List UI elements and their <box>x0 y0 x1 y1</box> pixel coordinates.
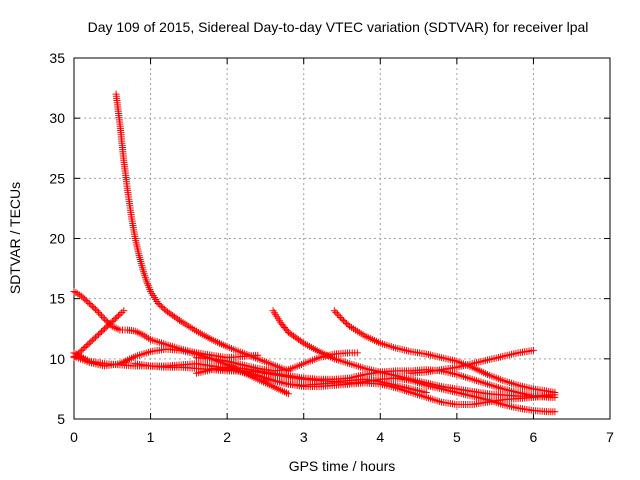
data-point <box>105 320 113 328</box>
series-arc-10 <box>407 346 537 377</box>
data-point <box>102 317 110 325</box>
chart-title: Day 109 of 2015, Sidereal Day-to-day VTE… <box>88 19 589 35</box>
data-point <box>107 319 115 327</box>
data-point <box>91 305 99 313</box>
x-tick-label: 4 <box>376 429 384 445</box>
data-point <box>78 292 86 300</box>
data-point <box>114 312 122 320</box>
data-point <box>551 389 559 397</box>
data-point <box>95 308 103 316</box>
data-point <box>112 324 120 332</box>
data-point <box>101 315 109 323</box>
data-point <box>98 328 106 336</box>
data-point <box>340 317 348 325</box>
data-point <box>99 313 107 321</box>
data-point <box>529 346 537 354</box>
data-point <box>156 301 164 309</box>
data-point <box>175 316 183 324</box>
data-point <box>298 338 306 346</box>
series-arc-2 <box>70 287 262 362</box>
data-point <box>353 349 361 357</box>
data-point <box>81 344 89 352</box>
x-tick-label: 0 <box>70 429 78 445</box>
data-point <box>98 312 106 320</box>
data-point <box>82 342 90 350</box>
x-tick-label: 2 <box>223 429 231 445</box>
y-tick-label: 30 <box>49 110 65 126</box>
data-point <box>336 313 344 321</box>
data-point <box>338 315 346 323</box>
y-axis-title: SDTVAR / TECUs <box>7 182 23 294</box>
x-tick-label: 3 <box>300 429 308 445</box>
axis-ticks: 0 1 2 3 4 5 6 7 5 10 15 20 25 30 35 <box>49 50 614 445</box>
x-tick-label: 7 <box>606 429 614 445</box>
data-point <box>82 297 90 305</box>
y-tick-label: 20 <box>49 231 65 247</box>
data-point <box>110 316 118 324</box>
data-point <box>93 307 101 315</box>
data-point <box>90 335 98 343</box>
grid-lines <box>74 58 610 419</box>
data-point <box>84 298 92 306</box>
series-arc-12 <box>208 364 553 409</box>
y-tick-label: 35 <box>49 50 65 66</box>
data-series <box>70 90 559 416</box>
data-point <box>332 308 340 316</box>
data-point <box>85 299 93 307</box>
data-point <box>99 326 107 334</box>
data-point <box>79 294 87 302</box>
series-arc-9 <box>330 307 559 397</box>
data-point <box>88 336 96 344</box>
data-point <box>157 302 165 310</box>
x-tick-label: 5 <box>453 429 461 445</box>
data-point <box>85 339 93 347</box>
data-point <box>111 315 119 323</box>
data-point <box>335 312 343 320</box>
data-point <box>79 345 87 353</box>
y-tick-label: 25 <box>49 170 65 186</box>
data-point <box>333 310 341 318</box>
data-point <box>118 309 126 317</box>
data-point <box>101 325 109 333</box>
data-point <box>343 319 351 327</box>
data-point <box>284 390 292 398</box>
data-point <box>88 302 96 310</box>
data-point <box>254 351 262 359</box>
data-point <box>93 332 101 340</box>
data-point <box>545 392 553 400</box>
x-tick-label: 6 <box>530 429 538 445</box>
data-point <box>95 331 103 339</box>
data-point <box>96 310 104 318</box>
series-arc-1 <box>112 90 292 375</box>
y-tick-label: 10 <box>49 351 65 367</box>
data-point <box>96 329 104 337</box>
x-tick-label: 1 <box>147 429 155 445</box>
data-point <box>330 307 338 315</box>
data-point <box>108 318 116 326</box>
data-point <box>113 313 121 321</box>
data-point <box>551 408 559 416</box>
data-point <box>341 318 349 326</box>
data-point <box>91 333 99 341</box>
data-point <box>84 341 92 349</box>
data-point <box>87 301 95 309</box>
data-point <box>120 307 128 315</box>
data-point <box>159 304 167 312</box>
y-tick-label: 5 <box>57 411 65 427</box>
y-tick-label: 15 <box>49 291 65 307</box>
data-point <box>154 299 162 307</box>
data-point <box>87 338 95 346</box>
data-point <box>102 323 110 331</box>
x-axis-title: GPS time / hours <box>289 458 396 474</box>
data-point <box>90 304 98 312</box>
data-point <box>104 322 112 330</box>
data-point <box>78 346 86 354</box>
data-point <box>81 295 89 303</box>
series-arc-11 <box>193 349 361 375</box>
